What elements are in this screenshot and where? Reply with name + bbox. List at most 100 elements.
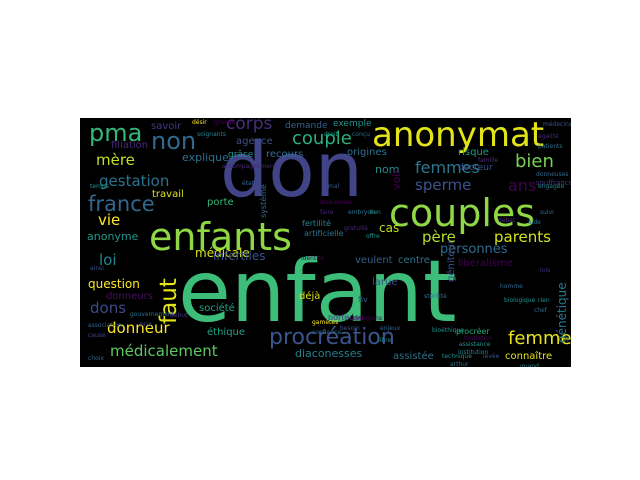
cloud-word: procréation xyxy=(269,325,395,350)
cloud-word: anonyme xyxy=(87,230,139,243)
cloud-word: cas xyxy=(379,221,400,235)
cloud-word: don xyxy=(220,125,363,214)
cloud-word: association xyxy=(88,322,122,329)
cloud-word: confiance xyxy=(312,329,342,336)
cloud-word: donneurs xyxy=(106,291,153,302)
cloud-word: temps xyxy=(90,183,109,190)
cloud-word: vie xyxy=(98,211,121,229)
cloud-word: france xyxy=(88,192,155,216)
cloud-word: ans xyxy=(508,176,537,195)
cloud-word: infertiles xyxy=(213,249,266,263)
cloud-word: porte xyxy=(207,197,234,208)
cloud-word: question xyxy=(88,277,140,291)
cloud-word: médicale xyxy=(195,246,250,260)
cloud-word: stérilité xyxy=(424,293,447,300)
cloud-word: faire xyxy=(320,209,334,216)
cloud-word: déjà xyxy=(299,291,321,302)
cloud-word: cause xyxy=(88,332,106,339)
cloud-word: explique xyxy=(182,151,229,164)
cloud-word: institution xyxy=(458,349,489,356)
cloud-word: bioéthique xyxy=(432,327,464,334)
cloud-word: veulent xyxy=(355,255,393,266)
cloud-word: début xyxy=(170,312,188,319)
cloud-word: fondation xyxy=(464,335,493,342)
cloud-word: enfants xyxy=(149,215,292,259)
cloud-word: identité xyxy=(301,255,325,262)
cloud-word: rien xyxy=(538,297,550,304)
cloud-word: nom xyxy=(375,163,400,176)
cloud-word: père xyxy=(422,228,456,246)
cloud-word: sperme xyxy=(415,176,472,194)
cloud-word: origines xyxy=(347,147,387,158)
cloud-word: fertilité xyxy=(302,219,331,228)
cloud-word: suivi xyxy=(540,209,554,216)
cloud-word: état xyxy=(242,180,255,187)
cloud-word: lois xyxy=(540,267,551,274)
cloud-word: prix xyxy=(140,321,152,328)
cloud-word: système xyxy=(259,184,268,218)
cloud-word: quand xyxy=(520,363,539,368)
cloud-word: couples xyxy=(389,191,536,235)
cloud-word: embryon xyxy=(348,209,375,216)
cloud-word: docteur xyxy=(458,163,493,173)
cloud-word: accompagnement xyxy=(222,163,277,170)
cloud-word: aide xyxy=(528,219,541,226)
cloud-word: ainsi xyxy=(90,265,104,272)
cloud-word: gouvernement xyxy=(130,311,175,318)
cloud-word: dons xyxy=(90,299,127,317)
cloud-word: donneuses xyxy=(536,171,569,178)
cloud-word: femme xyxy=(508,328,571,349)
cloud-word: fiv xyxy=(358,295,368,304)
cloud-word: soignants xyxy=(197,131,227,138)
cloud-word: pma xyxy=(89,119,143,147)
cloud-word: choix xyxy=(88,355,104,362)
cloud-word: libre xyxy=(378,337,392,344)
cloud-word: demande xyxy=(285,121,328,131)
cloud-word: non xyxy=(151,127,197,155)
cloud-word: biologique xyxy=(504,297,536,304)
cloud-word: femmes xyxy=(415,158,480,177)
cloud-word: assistance xyxy=(459,341,491,348)
cloud-word: patients xyxy=(538,143,563,150)
cloud-word: technique xyxy=(442,353,472,360)
cloud-word: grande xyxy=(214,119,236,126)
cloud-word: anonymat xyxy=(372,118,545,155)
cloud-word: gamètes xyxy=(312,319,339,326)
cloud-word: couple xyxy=(292,128,352,149)
cloud-word: artificielle xyxy=(304,229,344,238)
cloud-word: risque xyxy=(458,147,489,158)
cloud-word: porteuse xyxy=(328,313,364,322)
cloud-word: géniteur xyxy=(446,239,457,282)
cloud-word: larue xyxy=(372,277,398,288)
cloud-word: mère xyxy=(96,151,135,169)
cloud-word: lesbiennes xyxy=(320,199,353,206)
cloud-word: débat xyxy=(498,217,516,224)
cloud-word: travail xyxy=(152,189,184,200)
cloud-word: personnes xyxy=(440,242,508,257)
cloud-word: exemple xyxy=(333,119,372,129)
cloud-word: engagée xyxy=(538,183,565,190)
cloud-word: lien xyxy=(370,209,381,216)
cloud-word: mal xyxy=(328,183,340,190)
cloud-word: agence xyxy=(236,136,273,147)
cloud-word: arthur xyxy=(450,361,469,368)
word-cloud: enfant don anonymat couples enfants proc… xyxy=(80,118,571,367)
cloud-word: chef xyxy=(534,307,547,314)
cloud-word: corps xyxy=(226,118,273,134)
cloud-word: génétique xyxy=(555,282,569,343)
cloud-word: conçu xyxy=(352,131,370,138)
cloud-word: bien xyxy=(515,151,554,172)
cloud-word: éthique xyxy=(207,327,246,338)
cloud-word: médecins xyxy=(543,121,571,128)
cloud-word: enfant xyxy=(178,242,457,342)
cloud-word: centre xyxy=(398,255,430,266)
cloud-word: homme xyxy=(500,283,523,290)
cloud-word: embryons xyxy=(352,315,382,322)
cloud-word: offre xyxy=(366,233,380,240)
cloud-word: assistée xyxy=(393,351,434,362)
cloud-word: libéralisme xyxy=(458,258,513,269)
cloud-word: connaître xyxy=(505,351,553,362)
cloud-word: parents xyxy=(494,228,551,246)
cloud-word: voir xyxy=(390,169,403,190)
cloud-word: filiation xyxy=(111,140,149,151)
